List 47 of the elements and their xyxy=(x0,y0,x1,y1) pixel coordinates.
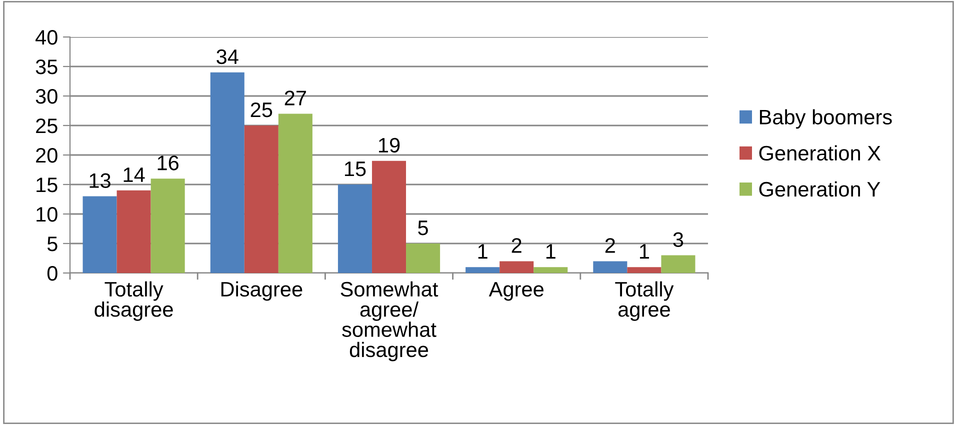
y-tick-label: 10 xyxy=(36,207,58,222)
data-label: 1 xyxy=(640,244,649,259)
y-tick-label: 40 xyxy=(36,30,58,45)
bar xyxy=(244,126,278,273)
bar xyxy=(210,72,244,273)
y-tick-label: 35 xyxy=(36,60,58,74)
data-label: 5 xyxy=(418,220,428,236)
data-label: 2 xyxy=(512,238,522,253)
bar xyxy=(466,267,500,273)
bar xyxy=(116,190,151,273)
data-label: 3 xyxy=(673,232,684,248)
bar xyxy=(338,184,372,273)
data-label: 19 xyxy=(379,138,400,153)
data-label: 14 xyxy=(124,168,145,182)
data-label: 34 xyxy=(216,49,238,64)
legend-label: Generation X xyxy=(759,145,881,161)
bar xyxy=(593,261,628,273)
bar xyxy=(372,160,406,273)
data-label: 1 xyxy=(546,244,556,259)
y-tick-label: 0 xyxy=(47,266,58,281)
data-label: 25 xyxy=(250,102,272,118)
y-tick-label: 30 xyxy=(36,89,58,104)
legend-label: Baby boomers xyxy=(760,109,892,129)
data-label: 16 xyxy=(158,156,178,170)
x-tick-label: Agree xyxy=(488,282,544,301)
x-tick-label: Totally disagree xyxy=(94,281,173,321)
x-tick-label: Totally agree xyxy=(615,281,674,321)
data-label: 13 xyxy=(90,173,110,188)
y-tick-label: 15 xyxy=(36,178,58,192)
bar xyxy=(278,114,312,273)
y-tick-label: 5 xyxy=(47,236,58,252)
bar xyxy=(82,196,117,273)
bar xyxy=(150,178,185,273)
bar xyxy=(500,261,534,273)
data-label: 2 xyxy=(605,238,615,253)
data-label: 1 xyxy=(478,244,488,259)
bar xyxy=(406,244,440,273)
x-tick-label: Disagree xyxy=(221,281,302,301)
data-label: 27 xyxy=(284,90,306,106)
legend-label: Generation Y xyxy=(759,181,880,197)
data-label: 15 xyxy=(344,162,366,176)
bar xyxy=(661,255,696,273)
y-tick-label: 20 xyxy=(36,148,58,163)
y-tick-label: 25 xyxy=(36,118,58,134)
x-tick-label: Somewhat agree/ somewhat disagree xyxy=(340,281,438,362)
bar xyxy=(534,267,568,273)
bar xyxy=(627,267,662,273)
